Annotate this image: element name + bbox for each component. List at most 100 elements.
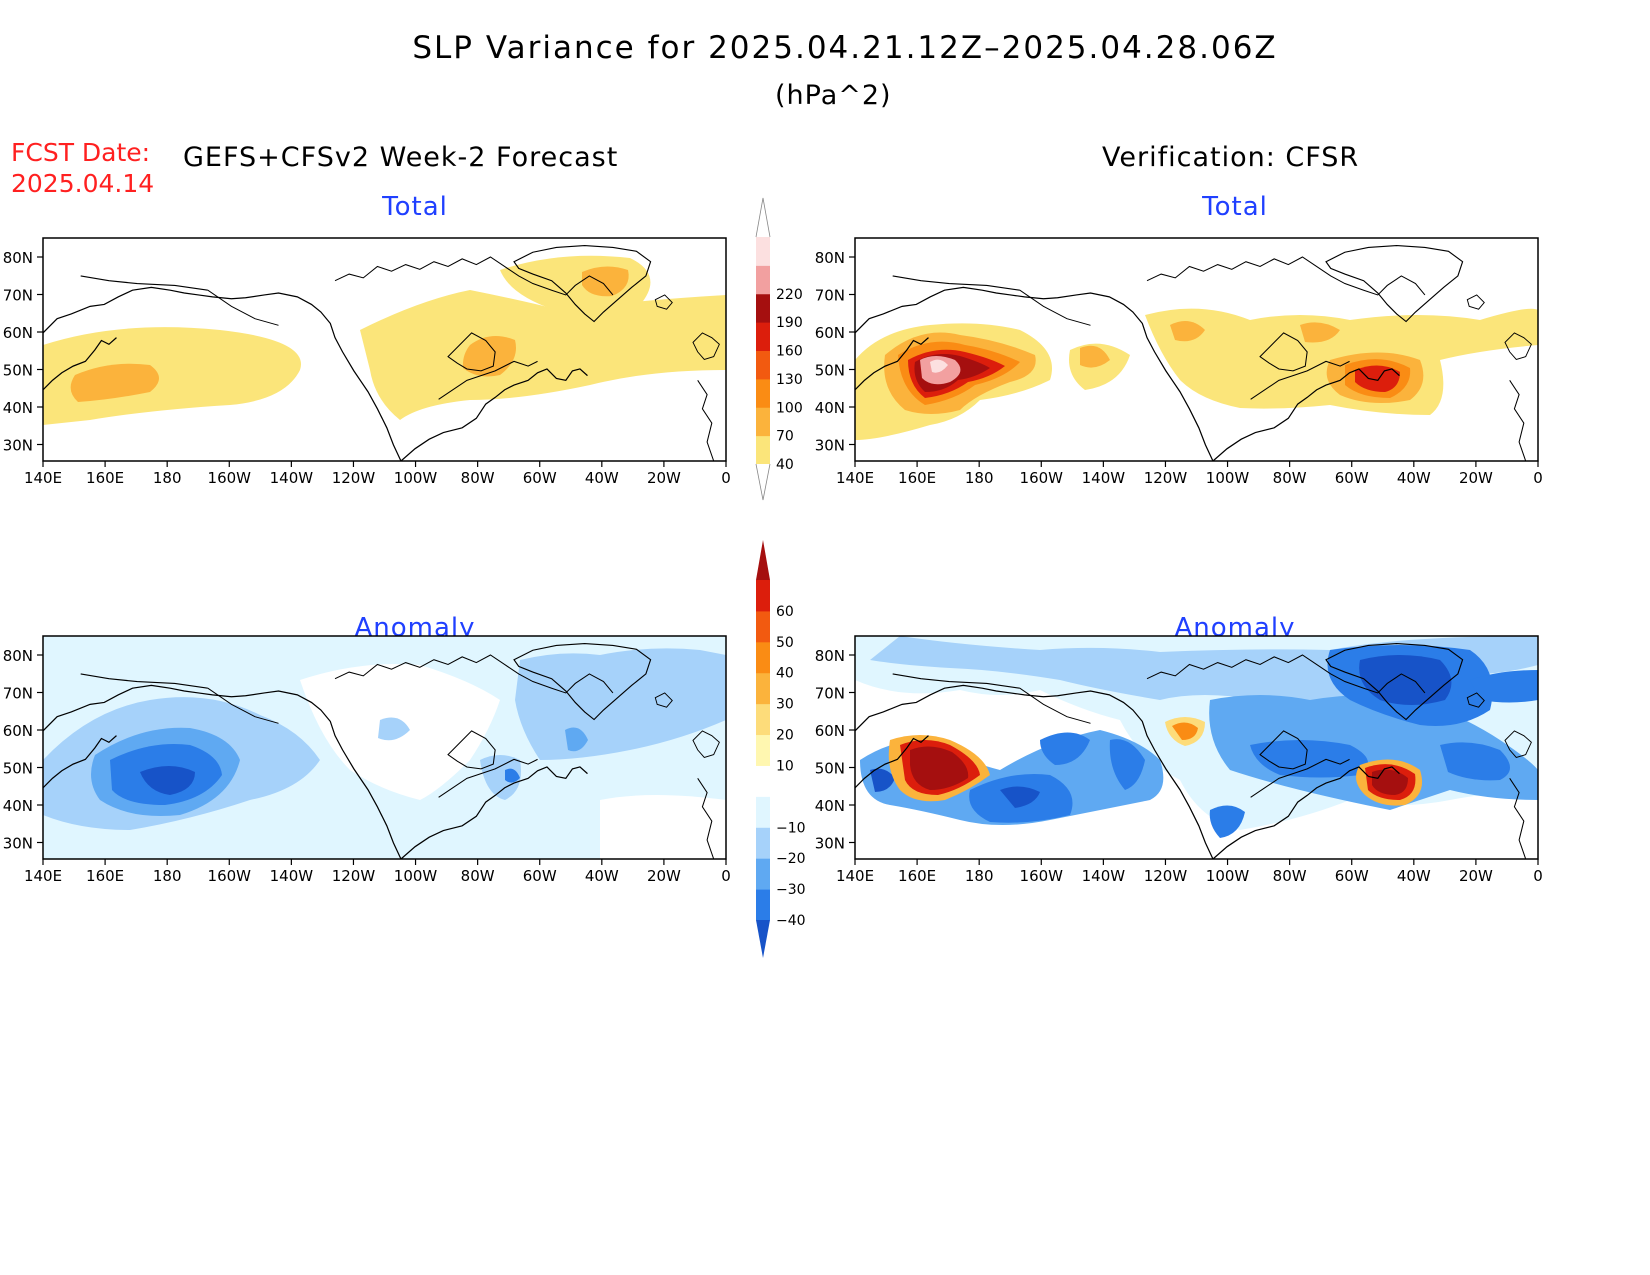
lat-label: 50N <box>3 362 33 380</box>
lon-label: 20W <box>647 469 681 487</box>
lon-label: 80W <box>461 867 495 885</box>
lon-label: 160W <box>1020 867 1064 885</box>
lon-label: 100W <box>1206 867 1250 885</box>
lon-label: 160E <box>898 867 936 885</box>
colorbar-swatch <box>756 378 770 408</box>
lon-label: 40W <box>1397 867 1431 885</box>
lon-label: 120W <box>1144 867 1188 885</box>
axis-labels-forecast-total: 80N 70N 60N 50N 40N 30N 140E 160E 180 160W 140W 120… <box>3 249 731 487</box>
colorbar-anomaly-label: 30 <box>776 697 794 713</box>
lon-label: 0 <box>1533 867 1543 885</box>
colorbar-swatch <box>756 734 770 766</box>
colorbar-top-arrow <box>756 540 770 580</box>
colorbar-swatch <box>756 322 770 351</box>
verification-subtitle: Verification: CFSR <box>1102 142 1360 173</box>
lat-label: 60N <box>815 722 845 740</box>
axis-labels-verification-total: 80N 70N 60N 50N 40N 30N 140E 160E 180 160W 140W 120… <box>815 249 1543 487</box>
colorbar-anomaly-label: −40 <box>776 913 806 929</box>
lat-label: 80N <box>815 249 845 267</box>
lon-label: 40W <box>585 469 619 487</box>
panel-title-forecast-total: Total <box>382 192 448 222</box>
colorbar-swatch <box>756 293 770 323</box>
lat-label: 80N <box>3 647 33 665</box>
lon-label: 0 <box>721 867 731 885</box>
axis-labels-verification-anomaly: 80N 70N 60N 50N 40N 30N 140E 160E 180 160W 140W 120… <box>815 647 1543 885</box>
lon-label: 60W <box>523 867 557 885</box>
colorbar-swatch <box>756 703 770 736</box>
colorbar-swatch <box>756 672 770 705</box>
units-label: (hPa^2) <box>775 80 892 111</box>
colorbar-swatch <box>756 610 770 643</box>
lat-label: 30N <box>3 437 33 455</box>
lon-label: 100W <box>394 867 438 885</box>
lon-label: 100W <box>1206 469 1250 487</box>
panel-title-verification-total: Total <box>1202 192 1268 222</box>
lon-label: 60W <box>523 469 557 487</box>
fcst-date-label: FCST Date: <box>11 138 151 167</box>
colorbar-anomaly-label: 60 <box>776 604 794 620</box>
colorbar-total-label: 100 <box>776 400 803 416</box>
lon-label: 40W <box>1397 469 1431 487</box>
lon-label: 140W <box>270 867 314 885</box>
lon-label: 120W <box>332 867 376 885</box>
lon-label: 160W <box>1020 469 1064 487</box>
lon-label: 20W <box>1459 867 1493 885</box>
lon-label: 140E <box>836 867 874 885</box>
colorbar-total-label: 130 <box>776 372 803 388</box>
colorbar-swatch <box>756 858 770 890</box>
lat-label: 30N <box>815 835 845 853</box>
lon-label: 80W <box>461 469 495 487</box>
colorbar-swatch <box>756 796 770 828</box>
lat-label: 50N <box>3 760 33 778</box>
lon-label: 140W <box>1082 867 1126 885</box>
lon-label: 60W <box>1335 469 1369 487</box>
lon-label: 160W <box>208 469 252 487</box>
colorbar-anomaly-label: −10 <box>776 820 806 836</box>
map-panel-verification-total <box>854 237 1539 462</box>
map-panel-verification-anomaly <box>854 635 1539 860</box>
colorbar-anomaly-label: −30 <box>776 882 806 898</box>
lat-label: 30N <box>815 437 845 455</box>
lon-label: 120W <box>332 469 376 487</box>
lon-label: 80W <box>1273 469 1307 487</box>
lat-label: 40N <box>815 797 845 815</box>
lat-label: 70N <box>3 287 33 305</box>
lon-label: 160E <box>86 469 124 487</box>
lon-label: 140E <box>24 867 62 885</box>
colorbar-swatch <box>756 237 770 266</box>
lon-label: 160W <box>208 867 252 885</box>
colorbar-anomaly-label: 50 <box>776 635 794 651</box>
lon-label: 140E <box>836 469 874 487</box>
lat-label: 30N <box>3 835 33 853</box>
colorbar-anomaly-label: 10 <box>776 758 794 774</box>
lon-label: 80W <box>1273 867 1307 885</box>
axis-labels-forecast-anomaly: 80N 70N 60N 50N 40N 30N 140E 160E 180 160W 140W 120… <box>3 647 731 885</box>
colorbar-total-label: 220 <box>776 287 803 303</box>
lat-label: 60N <box>3 324 33 342</box>
lat-label: 60N <box>815 324 845 342</box>
lon-label: 140W <box>270 469 314 487</box>
colorbar-swatch <box>756 265 770 295</box>
forecast-subtitle: GEFS+CFSv2 Week-2 Forecast <box>183 142 619 173</box>
fcst-date-value: 2025.04.14 <box>11 169 155 198</box>
colorbar-anomaly: −40 −30 −20 −10 10 20 30 40 50 60 <box>756 540 806 958</box>
lat-label: 40N <box>3 797 33 815</box>
colorbar-swatch <box>756 765 770 797</box>
colorbar-swatch <box>756 350 770 380</box>
colorbar-anomaly-label: −20 <box>776 851 806 867</box>
lat-label: 60N <box>3 722 33 740</box>
colorbar-total-label: 70 <box>776 429 794 445</box>
colorbar-total-label: 160 <box>776 344 803 360</box>
lon-label: 140E <box>24 469 62 487</box>
lat-label: 70N <box>3 685 33 703</box>
lon-label: 20W <box>1459 469 1493 487</box>
lat-label: 80N <box>815 647 845 665</box>
lon-label: 120W <box>1144 469 1188 487</box>
colorbar-bottom-arrow <box>756 920 770 958</box>
lon-label: 100W <box>394 469 438 487</box>
figure-title: SLP Variance for 2025.04.21.12Z–2025.04.… <box>412 30 1278 66</box>
lon-label: 160E <box>86 867 124 885</box>
lat-label: 40N <box>815 399 845 417</box>
map-panel-forecast-total <box>42 237 727 462</box>
lat-label: 70N <box>815 685 845 703</box>
